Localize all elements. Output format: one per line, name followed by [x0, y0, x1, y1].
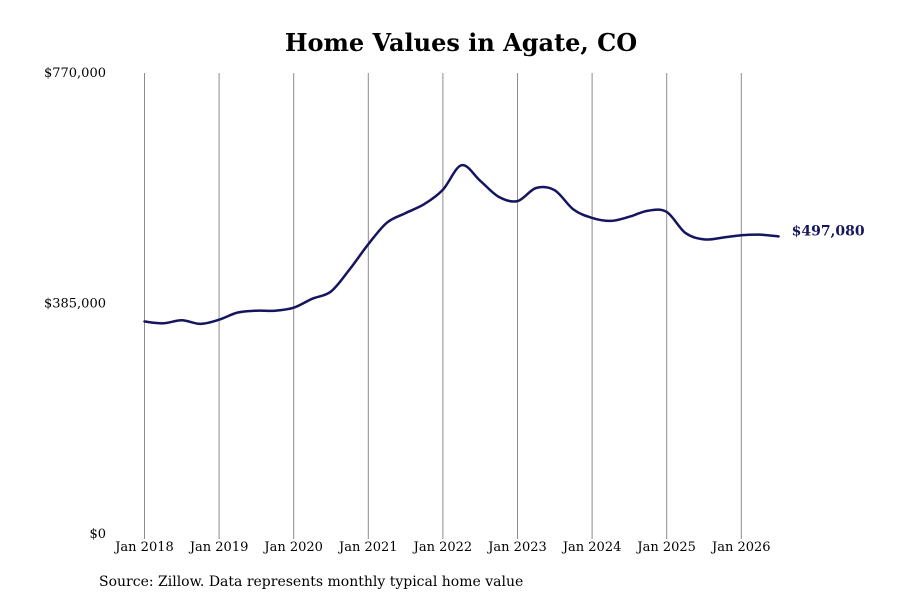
- series-line: [143, 163, 780, 326]
- x-tick-label: Jan 2021: [337, 540, 398, 555]
- x-axis: Jan 2018 Jan 2019 Jan 2020 Jan 2021 Jan 2022…: [113, 534, 771, 555]
- source-note: Source: Zillow. Data represents monthly …: [99, 574, 523, 590]
- x-tick-label: Jan 2026: [710, 540, 771, 555]
- x-tick-label: Jan 2020: [262, 540, 323, 555]
- y-tick-label: $770,000: [44, 66, 106, 81]
- series-layer: $497,080: [143, 163, 865, 326]
- x-tick-label: Jan 2019: [188, 540, 249, 555]
- y-tick-label: $0: [89, 527, 106, 542]
- x-tick-label: Jan 2025: [635, 540, 696, 555]
- y-tick-label: $385,000: [44, 297, 106, 312]
- grid-lines: [144, 73, 742, 534]
- x-tick-label: Jan 2022: [412, 540, 473, 555]
- x-tick-label: Jan 2023: [486, 540, 547, 555]
- end-value-label: $497,080: [792, 223, 865, 239]
- chart-title: Home Values in Agate, CO: [285, 28, 637, 57]
- x-tick-label: Jan 2018: [113, 540, 174, 555]
- y-axis: $0 $385,000 $770,000: [44, 66, 106, 542]
- x-tick-label: Jan 2024: [561, 540, 622, 555]
